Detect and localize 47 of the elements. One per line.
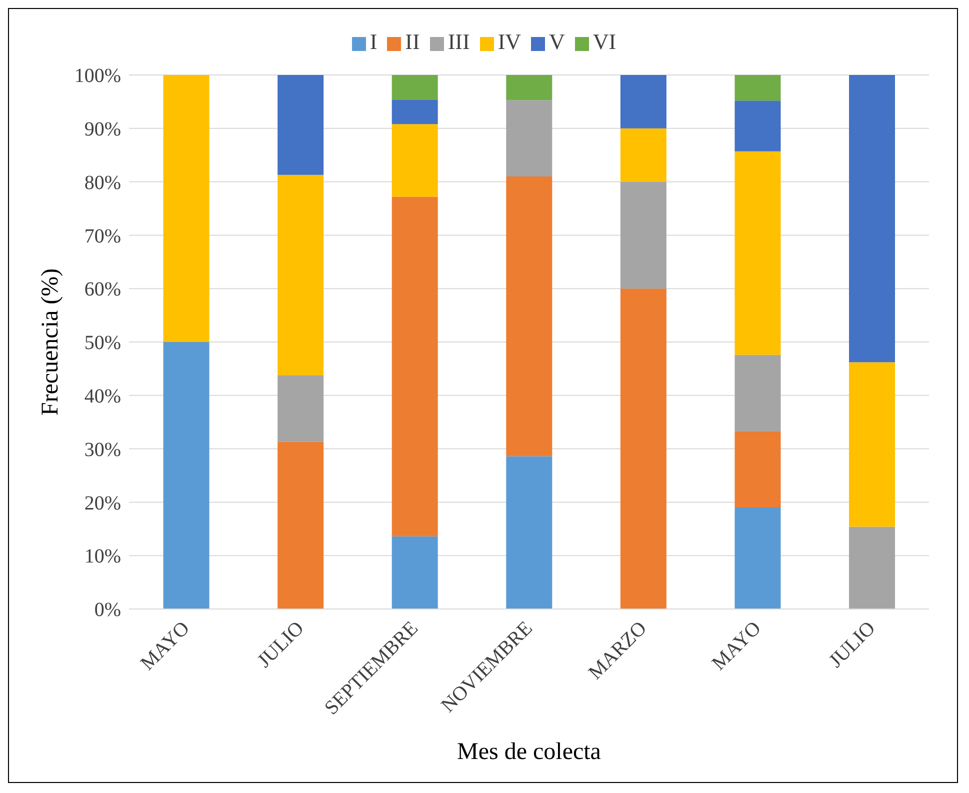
bar (734, 100, 781, 152)
bar (392, 100, 438, 124)
bar (620, 128, 666, 182)
y-tick-label: 20% (84, 492, 121, 514)
y-tick-label: 80% (84, 172, 121, 194)
legend-label: II (405, 29, 420, 54)
bar (392, 75, 438, 100)
bar (392, 124, 438, 197)
bar (734, 354, 781, 432)
y-tick-label: 70% (84, 225, 121, 248)
x-axis-title: Mes de colecta (457, 739, 602, 765)
y-tick-label: 100% (74, 65, 121, 88)
y-tick-label: 10% (84, 546, 121, 568)
bar (506, 75, 552, 100)
bar (849, 526, 895, 609)
bar (849, 75, 895, 362)
bar (734, 151, 781, 355)
legend-label: III (448, 29, 470, 54)
legend-label: I (370, 29, 378, 54)
bar (278, 375, 324, 442)
legend-label: V (549, 29, 565, 54)
y-tick-label: 60% (84, 278, 121, 301)
bar (278, 442, 324, 609)
bar (734, 75, 781, 101)
legend-label: VI (592, 29, 616, 54)
y-tick-label: 50% (84, 332, 121, 354)
bar (734, 508, 781, 609)
bar (620, 182, 666, 289)
bar (620, 75, 666, 128)
bar (392, 536, 438, 609)
bar (392, 196, 438, 536)
y-tick-label: 90% (84, 118, 121, 140)
bar (278, 75, 324, 175)
bar (506, 176, 552, 456)
bar (506, 100, 552, 176)
bar (278, 174, 324, 376)
y-tick-label: 30% (84, 438, 121, 461)
y-tick-label: 40% (84, 386, 121, 408)
legend-label: IV (498, 29, 522, 54)
y-tick-label: 0% (94, 599, 121, 622)
bar (734, 431, 781, 508)
bar (849, 362, 895, 527)
y-axis-title: Frecuencia (%) (38, 268, 64, 416)
bar (163, 75, 210, 342)
bar (506, 456, 552, 609)
bar (620, 288, 666, 609)
bar (163, 342, 210, 609)
